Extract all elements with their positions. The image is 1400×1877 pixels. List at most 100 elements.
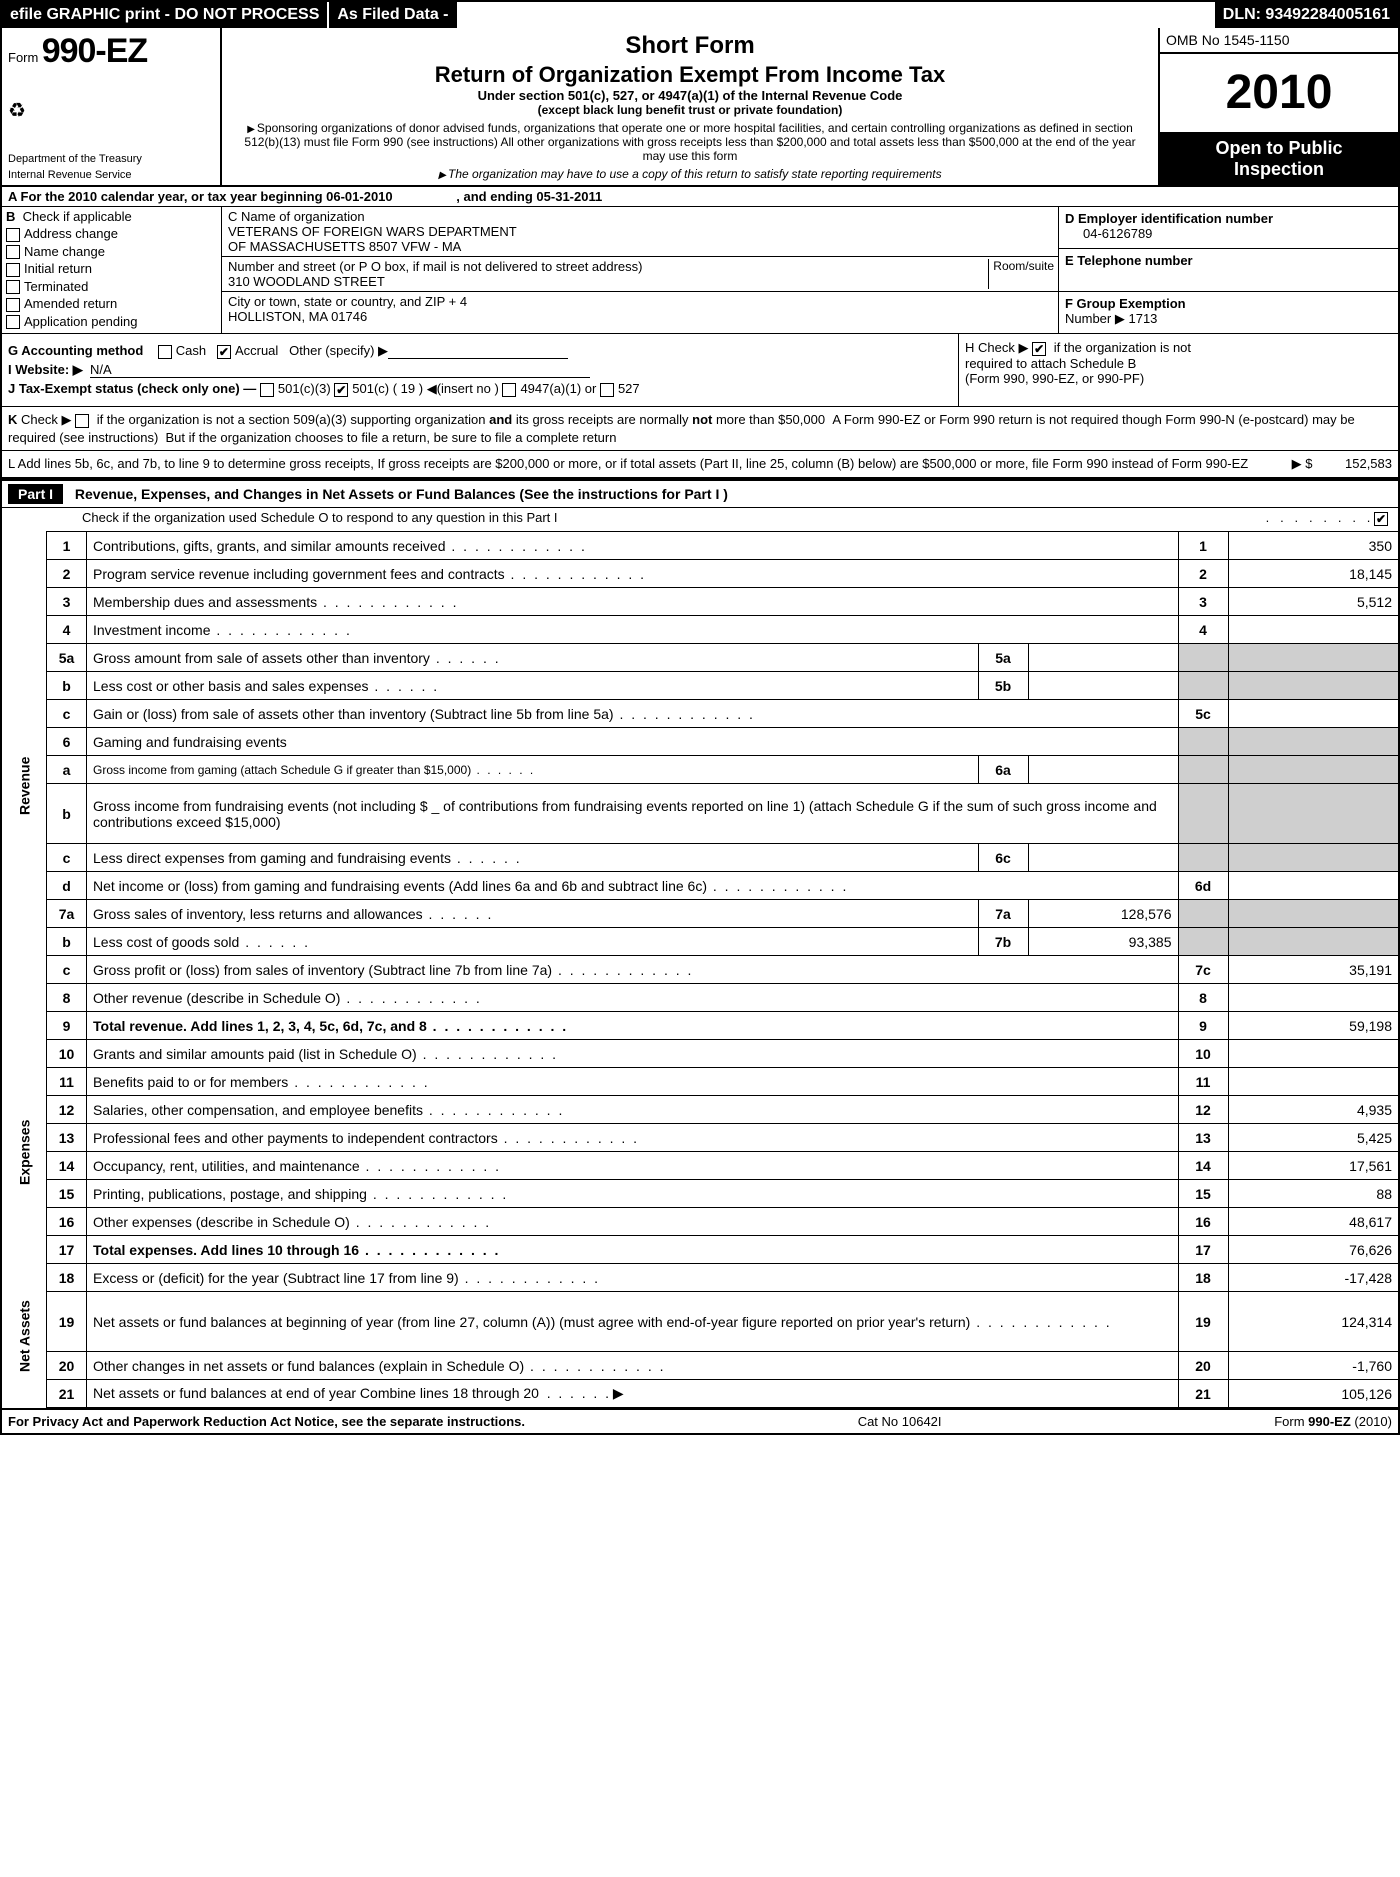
l-amount: 152,583 — [1345, 456, 1392, 471]
line-desc: Gaming and fundraising events — [87, 728, 1179, 756]
table-row: 12Salaries, other compensation, and empl… — [2, 1096, 1398, 1124]
i-val: N/A — [90, 362, 590, 378]
g-other-line[interactable] — [388, 358, 568, 359]
checkbox[interactable] — [6, 228, 20, 242]
r-val: 59,198 — [1228, 1012, 1398, 1040]
cb-k[interactable] — [75, 414, 89, 428]
line-desc: Other expenses (describe in Schedule O) — [87, 1208, 1179, 1236]
part1-tag: Part I — [8, 484, 63, 504]
table-row: cGross profit or (loss) from sales of in… — [2, 956, 1398, 984]
r-num-gray — [1178, 900, 1228, 928]
line-desc: Total expenses. Add lines 10 through 16 — [87, 1236, 1179, 1264]
line-h: H Check ▶ ✔ if the organization is not r… — [965, 340, 1392, 386]
cb-501c[interactable]: ✔ — [334, 383, 348, 397]
topbar-right: DLN: 93492284005161 — [1215, 2, 1398, 28]
recycle-icon: ♻ — [8, 98, 26, 123]
r-val — [1228, 616, 1398, 644]
r-num: 2 — [1178, 560, 1228, 588]
table-row: 19Net assets or fund balances at beginni… — [2, 1292, 1398, 1352]
r-val: 76,626 — [1228, 1236, 1398, 1264]
line-desc: Gross income from fundraising events (no… — [87, 784, 1179, 844]
form-prefix: Form — [8, 50, 38, 65]
r-num: 7c — [1178, 956, 1228, 984]
line-desc: Net assets or fund balances at beginning… — [87, 1292, 1179, 1352]
r-num: 5c — [1178, 700, 1228, 728]
line-desc: Other changes in net assets or fund bala… — [87, 1352, 1179, 1380]
table-row: 7aGross sales of inventory, less returns… — [2, 900, 1398, 928]
table-row: 13Professional fees and other payments t… — [2, 1124, 1398, 1152]
table-row: 3Membership dues and assessments35,512 — [2, 588, 1398, 616]
cb-527[interactable] — [600, 383, 614, 397]
line-desc: Professional fees and other payments to … — [87, 1124, 1179, 1152]
cb-part1[interactable]: ✔ — [1374, 512, 1388, 526]
table-row: cGain or (loss) from sale of assets othe… — [2, 700, 1398, 728]
table-row: Expenses10Grants and similar amounts pai… — [2, 1040, 1398, 1068]
form-note2: The organization may have to use a copy … — [232, 167, 1148, 181]
line-num: 17 — [47, 1236, 87, 1264]
dept-label: Department of the Treasury — [8, 153, 142, 165]
line-desc: Membership dues and assessments — [87, 588, 1179, 616]
sub-num: 7b — [978, 928, 1028, 956]
cb-h[interactable]: ✔ — [1032, 342, 1046, 356]
line-desc: Gross income from gaming (attach Schedul… — [87, 756, 979, 784]
line-num: 10 — [47, 1040, 87, 1068]
table-row: 5aGross amount from sale of assets other… — [2, 644, 1398, 672]
checkbox[interactable] — [6, 298, 20, 312]
header-row: Form 990-EZ ♻ Department of the Treasury… — [2, 28, 1398, 187]
table-row: Revenue1Contributions, gifts, grants, an… — [2, 532, 1398, 560]
checkbox[interactable] — [6, 263, 20, 277]
g-accrual: Accrual — [235, 343, 278, 358]
checkbox[interactable] — [6, 315, 20, 329]
table-row: 9Total revenue. Add lines 1, 2, 3, 4, 5c… — [2, 1012, 1398, 1040]
topbar: efile GRAPHIC print - DO NOT PROCESS As … — [2, 2, 1398, 28]
line-num: 8 — [47, 984, 87, 1012]
cb-accrual[interactable]: ✔ — [217, 345, 231, 359]
sub-val: 93,385 — [1028, 928, 1178, 956]
line-desc: Occupancy, rent, utilities, and maintena… — [87, 1152, 1179, 1180]
r-num-gray — [1178, 644, 1228, 672]
r-num: 14 — [1178, 1152, 1228, 1180]
r-val: 5,512 — [1228, 588, 1398, 616]
line-desc: Less cost or other basis and sales expen… — [87, 672, 979, 700]
c-room-label: Room/suite — [988, 259, 1054, 289]
form-sub2: (except black lung benefit trust or priv… — [232, 103, 1148, 117]
r-val: 17,561 — [1228, 1152, 1398, 1180]
gij-right: H Check ▶ ✔ if the organization is not r… — [958, 334, 1398, 406]
r-num: 17 — [1178, 1236, 1228, 1264]
r-val: 35,191 — [1228, 956, 1398, 984]
checkbox[interactable] — [6, 245, 20, 259]
c-city-label: City or town, state or country, and ZIP … — [228, 294, 1052, 309]
l-amount-wrap: ▶ $ 152,583 — [1292, 455, 1392, 473]
line-num: c — [47, 700, 87, 728]
r-val — [1228, 700, 1398, 728]
table-row: 17Total expenses. Add lines 10 through 1… — [2, 1236, 1398, 1264]
sub-num: 5a — [978, 644, 1028, 672]
sub-num: 6a — [978, 756, 1028, 784]
header-left: Form 990-EZ ♻ Department of the Treasury… — [2, 28, 222, 185]
i-label: I Website: ▶ — [8, 362, 83, 377]
checkbox[interactable] — [6, 280, 20, 294]
table-row: Net Assets18Excess or (deficit) for the … — [2, 1264, 1398, 1292]
j-501c3: 501(c)(3) — [278, 381, 331, 396]
col-c-city: City or town, state or country, and ZIP … — [222, 292, 1058, 326]
gij-left: G Accounting method Cash ✔Accrual Other … — [2, 334, 958, 406]
line-num: 5a — [47, 644, 87, 672]
r-num: 18 — [1178, 1264, 1228, 1292]
line-desc: Gross profit or (loss) from sales of inv… — [87, 956, 1179, 984]
part1-sub: Check if the organization used Schedule … — [2, 508, 1398, 531]
c-name-label: C Name of organization — [228, 209, 1052, 224]
line-num: 7a — [47, 900, 87, 928]
f-group-val: 1713 — [1128, 311, 1157, 326]
cb-cash[interactable] — [158, 345, 172, 359]
line-num: 1 — [47, 532, 87, 560]
line-desc: Total revenue. Add lines 1, 2, 3, 4, 5c,… — [87, 1012, 1179, 1040]
r-val-gray — [1228, 784, 1398, 844]
r-num: 1 — [1178, 532, 1228, 560]
col-d: D Employer identification number 04-6126… — [1058, 207, 1398, 333]
sub-val — [1028, 844, 1178, 872]
cb-501c3[interactable] — [260, 383, 274, 397]
table-row: 14Occupancy, rent, utilities, and mainte… — [2, 1152, 1398, 1180]
cb-4947[interactable] — [502, 383, 516, 397]
line-desc: Net assets or fund balances at end of ye… — [87, 1380, 1179, 1408]
r-val: 4,935 — [1228, 1096, 1398, 1124]
